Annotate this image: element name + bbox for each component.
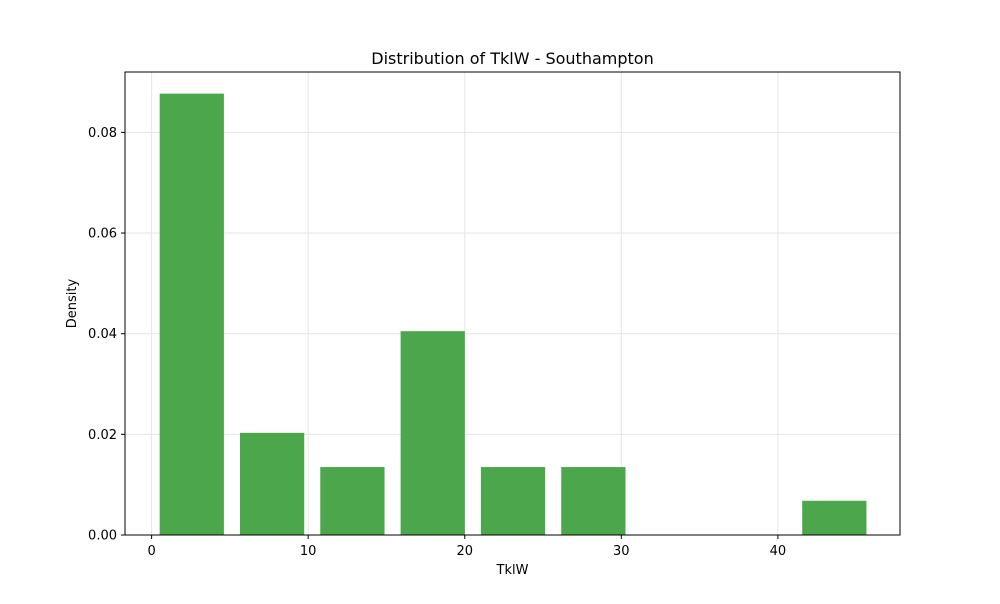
x-axis-label: TklW (496, 563, 529, 578)
histogram-bar (802, 500, 867, 535)
y-tick-label: 0.02 (88, 428, 117, 443)
histogram-bar (320, 467, 385, 535)
x-axis-ticks: 0 10 20 30 40 (147, 535, 786, 559)
x-tick-label: 20 (456, 544, 473, 559)
chart-title: Distribution of TklW - Southampton (371, 49, 653, 68)
y-tick-label: 0.06 (88, 227, 117, 242)
x-tick-label: 10 (300, 544, 317, 559)
histogram-bar (480, 467, 546, 535)
y-axis-ticks: 0.00 0.02 0.04 0.06 0.08 (88, 126, 125, 544)
x-tick-label: 40 (770, 544, 787, 559)
histogram-bar (239, 432, 305, 535)
bars (159, 93, 867, 535)
x-tick-label: 0 (147, 544, 155, 559)
histogram-bar (159, 93, 224, 535)
y-tick-label: 0.08 (88, 126, 117, 141)
histogram-bar (400, 331, 465, 535)
y-axis-label: Density (65, 278, 80, 328)
plot-frame (124, 71, 901, 536)
x-tick-label: 30 (613, 544, 630, 559)
y-tick-label: 0.00 (88, 529, 117, 544)
y-tick-label: 0.04 (88, 327, 117, 342)
histogram-bar (561, 467, 626, 535)
